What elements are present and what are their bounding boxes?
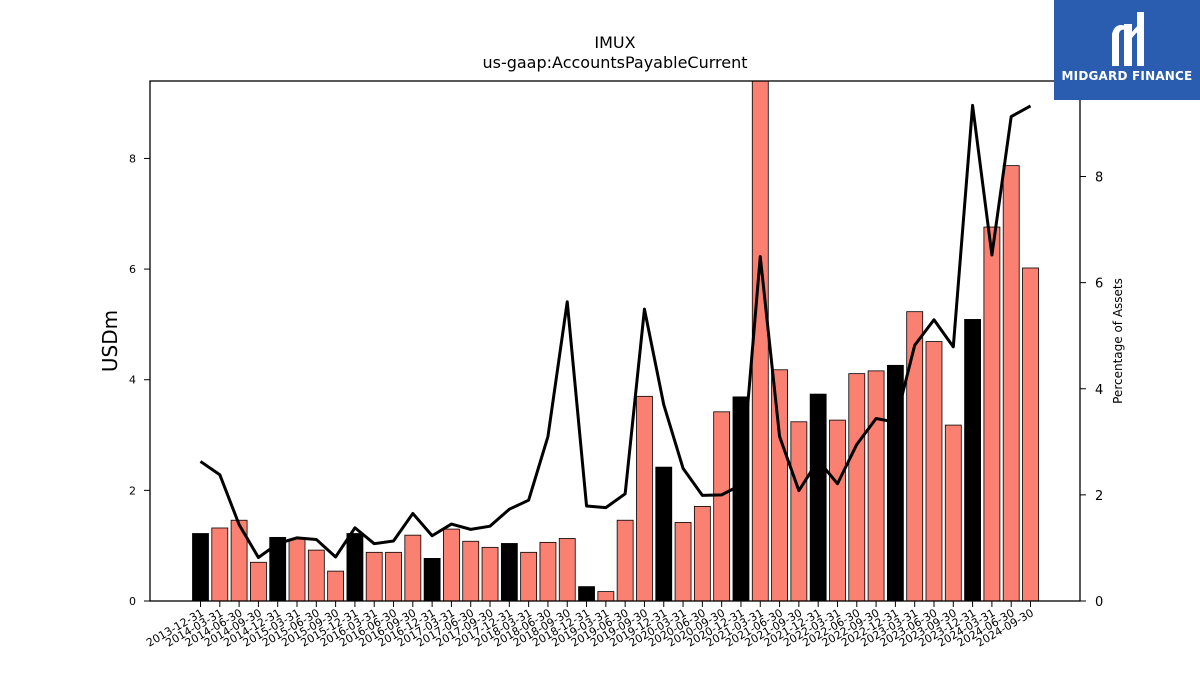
bar-2015-09-30 [327,570,345,602]
bar-2019-06-30 [616,519,634,602]
bar-2020-06-30 [693,505,711,602]
bar-2015-03-31 [288,538,306,602]
y2-axis-label: Percentage of Assets [1111,278,1125,404]
bar-2022-09-30 [867,370,885,602]
logo: MIDGARD FINANCE [1054,0,1200,100]
y2-tick-label: 4 [1095,383,1103,398]
y-tick-label: 8 [129,152,136,165]
plot-frame [149,80,1081,602]
bar-2021-06-30 [771,369,788,602]
bar-2020-03-31 [674,522,692,602]
bar-2023-09-30 [944,424,962,602]
y-tick-label: 2 [129,484,136,497]
y-axis-label: USDm [98,310,122,372]
bar-2018-12-31 [578,586,595,602]
bar-2021-12-31 [809,393,827,602]
y2-tick-label: 6 [1095,277,1103,292]
bar-2018-06-30 [539,541,557,602]
chart-subtitle: us-gaap:AccountsPayableCurrent [482,53,747,72]
chart-title: IMUX [594,33,635,52]
bar-2016-12-31 [423,558,441,602]
bar-2024-03-31 [983,226,1001,602]
bar-2013-12-31 [192,533,209,602]
bar-2017-12-31 [500,543,518,602]
bar-2019-12-31 [655,466,673,602]
bar-2015-12-31 [346,533,364,602]
bar-2016-06-30 [385,551,402,602]
bar-2022-06-30 [848,373,866,602]
bar-2019-03-31 [597,591,615,602]
bar-2017-09-30 [481,546,499,602]
bar-2017-03-31 [443,528,460,602]
bar-2021-09-30 [790,421,808,602]
bar-2014-03-31 [211,527,229,602]
bar-2023-12-31 [964,319,981,602]
y2-tick-label: 8 [1095,171,1103,186]
midgard-logo-icon [1112,12,1144,66]
bar-2024-09-30 [1022,267,1039,602]
bar-2016-09-30 [404,534,422,602]
bar-2019-09-30 [636,395,653,602]
y2-tick-label: 2 [1095,489,1103,504]
bar-2014-09-30 [250,561,267,602]
bar-2017-06-30 [462,540,480,602]
y2-tick-label: 0 [1095,595,1103,610]
bar-2023-06-30 [925,341,943,602]
y-tick-label: 4 [129,374,136,387]
bar-2020-09-30 [713,411,731,602]
percentage-line [199,103,1032,559]
bar-2022-03-31 [829,419,846,602]
bar-2015-06-30 [307,549,325,602]
bar-2023-03-31 [906,311,924,602]
y-tick-label: 6 [129,263,136,276]
bar-2018-09-30 [558,538,576,602]
logo-text: MIDGARD FINANCE [1061,69,1193,83]
bar-2021-03-31 [751,80,769,602]
bar-2018-03-31 [520,551,538,602]
bar-2024-06-30 [1002,165,1020,602]
y-tick-label: 0 [129,595,136,608]
bar-2016-03-31 [365,551,383,602]
